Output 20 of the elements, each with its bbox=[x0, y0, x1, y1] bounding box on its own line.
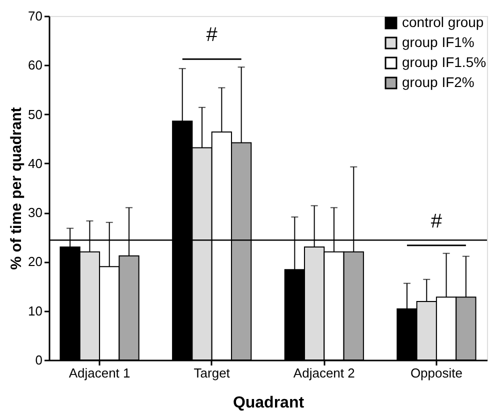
y-tick-label: 0 bbox=[35, 352, 42, 368]
legend-label: control group bbox=[402, 14, 484, 30]
x-tick-label: Opposite bbox=[410, 366, 462, 380]
annotation: # bbox=[430, 210, 443, 232]
legend-label: group IF2% bbox=[402, 74, 474, 90]
y-tick-label: 20 bbox=[28, 254, 42, 270]
legend-label: group IF1% bbox=[402, 34, 474, 50]
y-tick-label: 30 bbox=[28, 205, 42, 220]
y-tick-label: 50 bbox=[28, 106, 42, 122]
legend-label: group IF1.5% bbox=[402, 54, 486, 70]
y-axis-title: % of time per quadrant bbox=[8, 107, 26, 270]
x-axis-title: Quadrant bbox=[232, 394, 305, 412]
y-tick-label: 70 bbox=[28, 8, 42, 24]
annotation: # bbox=[206, 24, 218, 46]
y-tick-label: 60 bbox=[28, 58, 42, 73]
y-tick-label: 40 bbox=[28, 156, 42, 171]
x-tick-label: Adjacent 1 bbox=[68, 366, 130, 380]
x-tick-label: Adjacent 2 bbox=[293, 366, 355, 380]
y-tick-label: 10 bbox=[28, 303, 42, 318]
x-tick-label: Target bbox=[194, 366, 230, 380]
